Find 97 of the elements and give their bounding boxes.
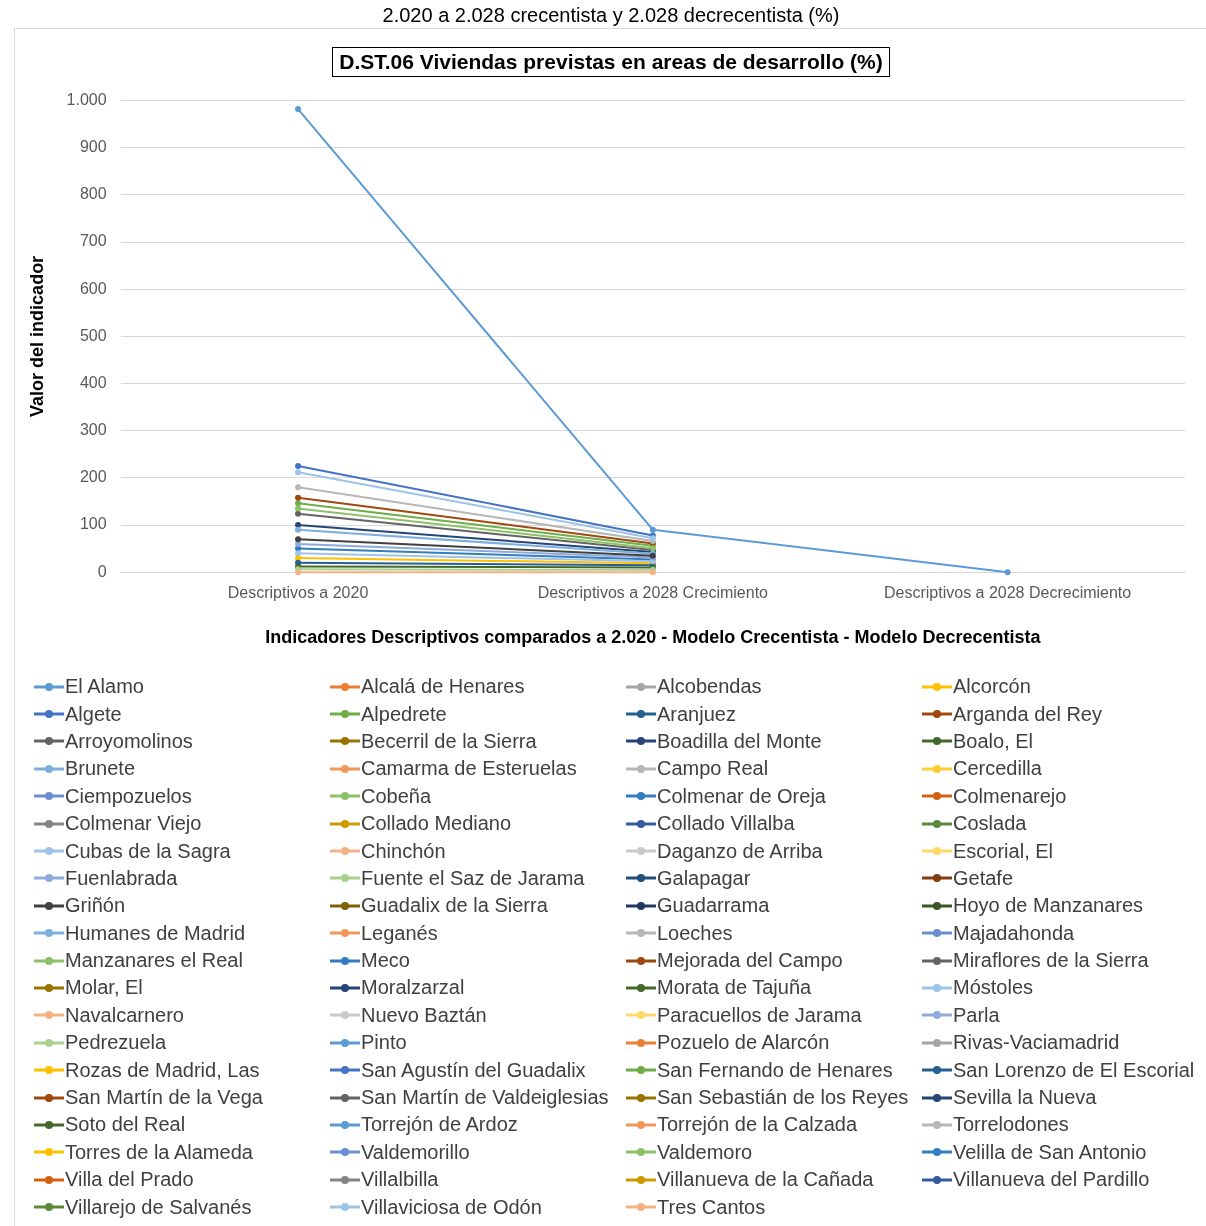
legend-label: Paracuellos de Jarama	[657, 1003, 862, 1027]
legend-label: Móstoles	[953, 976, 1034, 1000]
legend-label: Mejorada del Campo	[657, 949, 843, 973]
legend-label: Torrejón de la Calzada	[657, 1113, 858, 1137]
legend-label: Camarma de Esteruelas	[361, 757, 577, 781]
legend-label: Chinchón	[361, 839, 446, 863]
legend-label: Rozas de Madrid, Las	[65, 1058, 260, 1082]
legend-label: Rivas-Vaciamadrid	[953, 1031, 1120, 1055]
legend-label: Meco	[361, 949, 410, 973]
legend-label: Fuenlabrada	[65, 866, 178, 890]
y-tick-label: 900	[79, 138, 107, 156]
legend-label: Alcobendas	[657, 675, 762, 699]
legend-label: Brunete	[65, 757, 136, 781]
legend-label: Parla	[953, 1003, 1000, 1027]
legend-label: Torrejón de Ardoz	[361, 1113, 518, 1137]
legend-label: Tres Cantos	[657, 1195, 766, 1219]
y-tick-label: 100	[79, 515, 107, 533]
legend-label: Villaviciosa de Odón	[361, 1195, 542, 1219]
legend-label: Navalcarnero	[65, 1003, 184, 1027]
legend-label: Valdemorillo	[361, 1140, 470, 1164]
legend-label: San Agustín del Guadalix	[361, 1058, 586, 1082]
legend-label: Daganzo de Arriba	[657, 839, 823, 863]
legend-label: Torres de la Alameda	[65, 1140, 253, 1164]
legend-label: Villanueva del Pardillo	[953, 1168, 1150, 1192]
legend-label: Leganés	[361, 921, 438, 945]
legend-label: Majadahonda	[953, 921, 1075, 945]
legend-label: Collado Villalba	[657, 812, 795, 836]
y-axis-title: Valor del indicador	[26, 255, 47, 417]
chart-title: D.ST.06 Viviendas previstas en areas de desarrollo (%)	[332, 47, 890, 77]
legend-label: Ciempozuelos	[65, 784, 192, 808]
legend-label: Escorial, El	[953, 839, 1054, 863]
legend-label: Algete	[65, 702, 122, 726]
chart-subtitle: 2.020 a 2.028 crecentista y 2.028 decrecentista (%)	[381, 4, 841, 27]
legend-label: San Martín de la Vega	[65, 1086, 263, 1110]
legend-label: San Fernando de Henares	[657, 1058, 893, 1082]
legend-label: Morata de Tajuña	[657, 976, 812, 1000]
legend-label: Cobeña	[361, 784, 432, 808]
x-axis-title: Indicadores Descriptivos comparados a 2.020 - Modelo Crecentista - Modelo Decrecentista	[265, 627, 1042, 648]
x-tick-label: Descriptivos a 2028 Decrecimiento	[884, 584, 1132, 602]
legend-label: Valdemoro	[657, 1140, 753, 1164]
legend-label: Guadalix de la Sierra	[361, 894, 548, 918]
legend-label: Manzanares el Real	[65, 949, 243, 973]
legend-label: Collado Mediano	[361, 812, 512, 836]
legend-label: Villa del Prado	[65, 1168, 194, 1192]
legend-label: Colmenarejo	[953, 784, 1067, 808]
legend-label: San Lorenzo de El Escorial	[953, 1058, 1195, 1082]
legend-label: Coslada	[953, 812, 1027, 836]
legend-label: Molar, El	[65, 976, 143, 1000]
legend-label: Galapagar	[657, 866, 751, 890]
y-tick-label: 0	[97, 562, 107, 580]
legend-label: Arganda del Rey	[953, 702, 1102, 726]
legend-label: Arroyomolinos	[65, 729, 193, 753]
legend-label: Getafe	[953, 866, 1014, 890]
legend-label: Nuevo Baztán	[361, 1003, 487, 1027]
legend-label: Pedrezuela	[65, 1031, 167, 1055]
legend-label: Villarejo de Salvanés	[65, 1195, 252, 1219]
legend-label: Sevilla la Nueva	[953, 1086, 1097, 1110]
legend-label: Soto del Real	[65, 1113, 186, 1137]
legend-label: Alcalá de Henares	[361, 675, 525, 699]
legend-label: Miraflores de la Sierra	[953, 949, 1149, 973]
y-tick-label: 200	[79, 468, 107, 486]
legend-label: El Alamo	[65, 675, 144, 699]
legend-label: Villanueva de la Cañada	[657, 1168, 874, 1192]
legend-label: Alpedrete	[361, 702, 447, 726]
legend-label: Boadilla del Monte	[657, 729, 822, 753]
legend-label: Boalo, El	[953, 729, 1034, 753]
legend-label: Loeches	[657, 921, 733, 945]
y-tick-label: 400	[79, 373, 107, 391]
legend-label: San Martín de Valdeiglesias	[361, 1086, 609, 1110]
x-tick-label: Descriptivos a 2020	[227, 584, 369, 602]
legend-label: Guadarrama	[657, 894, 770, 918]
x-tick-label: Descriptivos a 2028 Crecimiento	[537, 584, 769, 602]
legend-label: Campo Real	[657, 757, 769, 781]
legend-label: Pinto	[361, 1031, 407, 1055]
legend-label: Villalbilla	[361, 1168, 439, 1192]
legend-label: San Sebastián de los Reyes	[657, 1086, 909, 1110]
legend-label: Aranjuez	[657, 702, 736, 726]
y-tick-label: 300	[79, 421, 107, 439]
legend-label: Cubas de la Sagra	[65, 839, 231, 863]
y-tick-label: 600	[79, 279, 107, 297]
legend-label: Alcorcón	[953, 675, 1031, 699]
legend-label: Becerril de la Sierra	[361, 729, 537, 753]
y-tick-label: 500	[79, 326, 107, 344]
y-tick-label: 800	[79, 185, 107, 203]
legend-label: Torrelodones	[953, 1113, 1069, 1137]
legend-label: Moralzarzal	[361, 976, 465, 1000]
y-tick-label: 700	[79, 232, 107, 250]
legend-label: Colmenar Viejo	[65, 812, 202, 836]
legend-label: Griñón	[65, 894, 126, 918]
legend-label: Colmenar de Oreja	[657, 784, 826, 808]
legend-label: Hoyo de Manzanares	[953, 894, 1144, 918]
legend-label: Humanes de Madrid	[65, 921, 246, 945]
legend-label: Velilla de San Antonio	[953, 1140, 1147, 1164]
legend-label: Pozuelo de Alarcón	[657, 1031, 830, 1055]
y-tick-label: 1.000	[66, 91, 107, 109]
legend-label: Fuente el Saz de Jarama	[361, 866, 585, 890]
legend-label: Cercedilla	[953, 757, 1042, 781]
